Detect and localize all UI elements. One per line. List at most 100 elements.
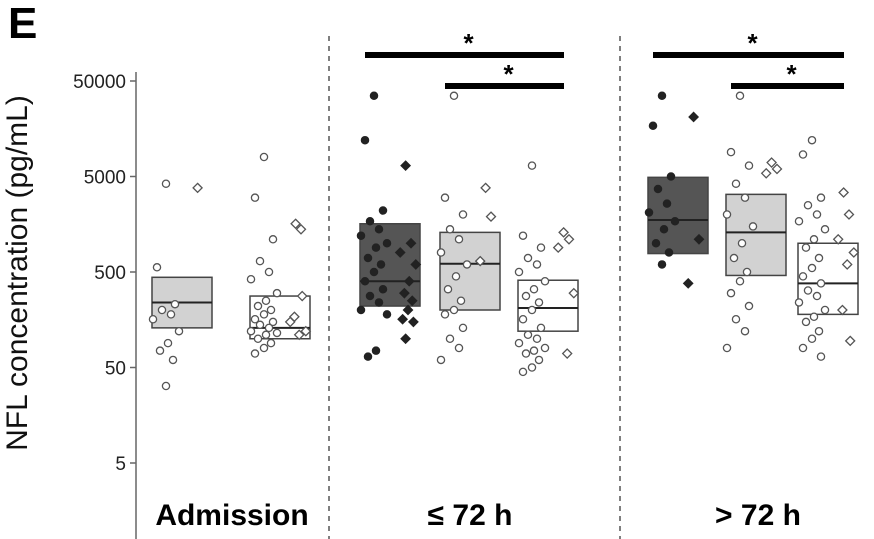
data-point [534,298,544,307]
data-point [532,334,542,344]
data-point [644,208,654,217]
data-point [801,243,811,252]
data-point [163,338,173,348]
data-point [816,279,826,288]
data-point [250,349,260,358]
data-point-diamond [563,233,575,245]
data-point [812,291,822,301]
data-point [250,193,260,202]
data-point [365,291,375,301]
data-point [659,225,669,234]
data-point [807,334,817,344]
significance-star: * [786,59,797,89]
data-point [371,346,381,355]
data-point [272,288,282,298]
data-point [259,343,269,353]
data-point [540,343,550,353]
data-point [436,248,446,257]
box-white [797,242,859,316]
data-point [794,216,804,226]
data-point [534,355,544,365]
data-point-diamond [402,304,414,316]
data-point [518,315,528,324]
data-point [378,206,388,215]
data-point [514,267,524,277]
data-point [246,274,256,284]
data-point-diamond [397,313,409,325]
y-tick-label: 5000 [84,168,126,189]
data-point [521,291,531,301]
data-point [168,355,178,365]
data-point-diamond [293,329,305,341]
data-point [816,193,826,202]
data-point-diamond [288,311,300,323]
data-point [807,135,817,145]
data-point [735,91,745,101]
data-point [376,260,386,269]
data-point [166,310,176,319]
data-point [449,305,459,315]
data-point [748,222,758,231]
box-light [725,193,787,277]
data-point-diamond [485,211,497,223]
data-point [536,243,546,252]
data-point-diamond [760,167,772,179]
data-point [443,284,453,294]
data-point [820,225,830,234]
data-point-diamond [844,335,856,347]
data-point [740,326,750,336]
data-point [744,161,754,170]
data-point [731,315,741,324]
data-point-diamond [474,255,486,267]
data-point [648,121,658,130]
data-point [152,263,162,272]
data-point [266,338,276,348]
data-point [798,343,808,353]
data-point [451,272,461,281]
data-point [365,216,375,226]
y-tick-label: 500 [94,263,126,284]
data-point [259,310,269,319]
data-point-diamond [843,209,855,220]
data-point [255,320,265,330]
significance-star: * [503,59,514,89]
data-point [814,253,824,263]
data-point-diamond [480,182,492,194]
data-point [801,317,811,327]
data-point [360,277,370,286]
data-point [803,200,813,210]
data-point [527,305,537,315]
data-point [740,193,750,202]
panel-label: E [8,0,38,48]
data-point [255,256,265,266]
data-point [722,343,732,353]
data-point [726,147,736,157]
box-light [439,231,501,311]
data-point-diamond [848,247,860,258]
data-point [807,263,817,273]
data-point [363,253,373,263]
data-point [253,334,263,344]
data-point [369,267,379,277]
data-point-diamond [192,182,204,194]
data-point [523,330,533,340]
data-point [449,91,459,101]
data-point [272,328,282,338]
data-point [458,210,468,219]
data-point-diamond [841,259,853,270]
data-point-diamond [296,290,308,302]
data-point [454,343,464,353]
data-point [268,235,278,244]
data-point [374,225,384,234]
data-point [744,301,754,311]
data-point [527,363,537,372]
data-point [382,310,392,319]
data-point [440,193,450,202]
data-point [155,346,165,355]
data-point [742,267,752,277]
data-point [261,296,271,305]
data-point [148,315,158,324]
data-point [246,326,256,336]
group-label: Admission [155,499,308,532]
